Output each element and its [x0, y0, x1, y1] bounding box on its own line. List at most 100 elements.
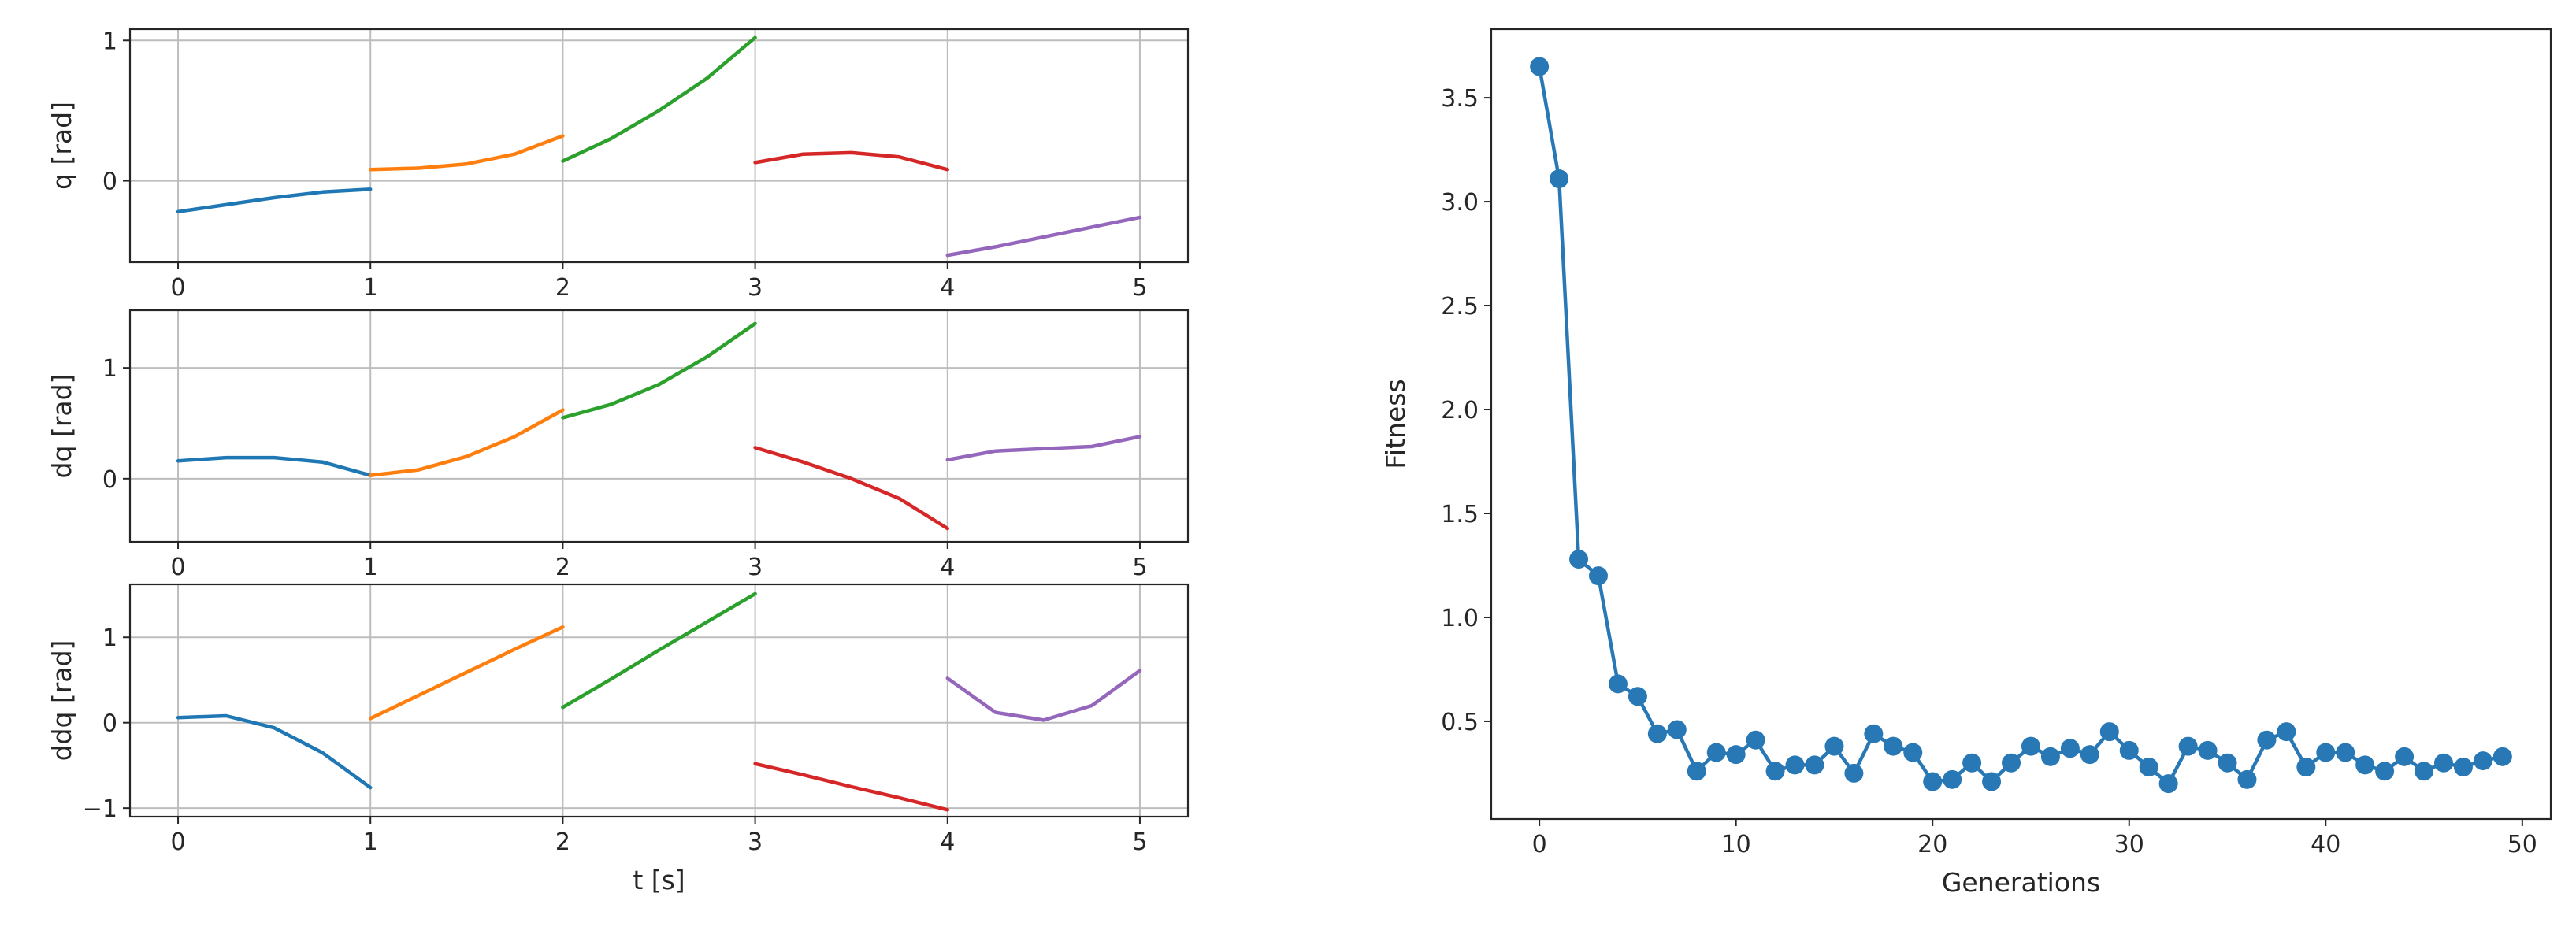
fitness-point — [2492, 747, 2512, 766]
ddq-subplot: 0 1 2 3 4 5 −1 0 1 ddq [rad] t [s] — [46, 583, 1190, 895]
fitness-point — [2060, 739, 2080, 758]
fitness-point — [2316, 743, 2336, 762]
fitness-point — [1903, 743, 1923, 762]
segment-0-line — [176, 713, 373, 790]
fitness-point — [1726, 745, 1746, 765]
fitness-point — [2198, 740, 2218, 760]
fitness-point — [1608, 674, 1628, 694]
x-tick-label: 4 — [940, 828, 955, 856]
segment-2-line — [561, 35, 757, 163]
x-tick-label: 0 — [1532, 831, 1547, 858]
x-axis-label: Generations — [1942, 867, 2100, 898]
y-axis-label: ddq [rad] — [46, 640, 77, 762]
x-tick-label: 1 — [363, 274, 378, 302]
segment-1-line — [368, 625, 565, 721]
x-tick-label: 3 — [748, 274, 763, 302]
fitness-point — [2119, 740, 2139, 760]
x-tick-label: 3 — [748, 828, 763, 856]
axes-frame — [128, 583, 1190, 818]
fitness-point — [2355, 755, 2375, 775]
fitness-point — [1706, 743, 1726, 762]
y-tick-label: 0 — [102, 169, 117, 196]
q-subplot: 0 1 2 3 4 5 0 1 q [rad] — [46, 28, 1190, 302]
y-tick-label: 0.5 — [1441, 709, 1479, 736]
x-tick-label: 10 — [1721, 831, 1751, 858]
x-tick-label: 0 — [170, 828, 185, 856]
fitness-point — [1588, 566, 1608, 586]
fitness-point — [1628, 687, 1647, 706]
fitness-point — [2395, 747, 2415, 766]
segment-3-line — [753, 446, 950, 531]
y-axis-label: dq [rad] — [46, 374, 77, 479]
segment-4-line — [945, 215, 1142, 258]
fitness-point — [1864, 724, 1884, 743]
fitness-point — [1982, 772, 2002, 791]
dq-subplot: 0 1 2 3 4 5 0 1 dq [rad] — [46, 309, 1190, 581]
y-tick-label: 1.0 — [1441, 605, 1479, 632]
fitness-subplot: 0 10 20 30 40 50 0.5 1.0 1.5 2.0 2.5 3.0 3.5 Fitness G… — [1380, 28, 2552, 898]
axes-frame — [128, 28, 1190, 264]
x-tick-label: 0 — [170, 554, 185, 581]
segment-3-line — [753, 762, 950, 812]
segment-0-line — [176, 187, 373, 214]
segment-2-line — [561, 321, 757, 420]
fitness-point — [1785, 755, 1805, 775]
fitness-point — [2002, 753, 2021, 773]
x-tick-label: 2 — [555, 274, 570, 302]
fitness-point — [1746, 730, 1765, 750]
y-tick-label: 2.5 — [1441, 293, 1479, 321]
fitness-point — [1884, 736, 1903, 756]
fitness-point — [1765, 762, 1785, 781]
fitness-point — [2434, 753, 2454, 773]
x-tick-label: 20 — [1917, 831, 1947, 858]
x-tick-label: 4 — [940, 554, 955, 581]
fitness-point — [2375, 762, 2395, 781]
x-tick-label: 0 — [170, 274, 185, 302]
fitness-point — [1824, 736, 1844, 756]
x-tick-label: 3 — [748, 554, 763, 581]
fitness-point — [2021, 736, 2040, 756]
fitness-point — [2473, 751, 2492, 771]
x-tick-label: 4 — [940, 274, 955, 302]
y-tick-label: −1 — [83, 795, 117, 823]
x-tick-label: 5 — [1132, 554, 1147, 581]
y-tick-label: 0 — [102, 466, 117, 494]
segment-0-line — [176, 455, 373, 477]
fitness-point — [2218, 753, 2237, 773]
fitness-point — [1962, 753, 1982, 773]
fitness-point — [1687, 762, 1706, 781]
fitness-point — [1530, 57, 1550, 76]
x-tick-label: 30 — [2114, 831, 2144, 858]
x-axis-label: t [s] — [633, 865, 685, 895]
fitness-point — [2139, 758, 2158, 777]
y-tick-label: 1 — [102, 355, 117, 383]
fitness-point — [2237, 769, 2257, 789]
y-tick-label: 0 — [102, 710, 117, 738]
x-tick-label: 1 — [363, 554, 378, 581]
fitness-point — [1805, 755, 1824, 775]
fitness-point — [2415, 762, 2434, 781]
y-tick-label: 1 — [102, 625, 117, 652]
fitness-point — [1667, 720, 1687, 739]
axes-frame — [1490, 28, 2552, 821]
fitness-point — [2178, 736, 2198, 756]
y-tick-label: 3.5 — [1441, 85, 1479, 113]
segment-1-line — [368, 134, 565, 172]
fitness-point — [1943, 769, 1962, 789]
fitness-point — [2158, 774, 2178, 794]
y-tick-label: 1 — [102, 28, 117, 55]
fitness-point — [2099, 722, 2119, 742]
segment-1-line — [368, 408, 565, 477]
x-tick-label: 40 — [2311, 831, 2340, 858]
x-tick-label: 5 — [1132, 828, 1147, 856]
segment-4-line — [945, 435, 1142, 462]
fitness-point — [1647, 724, 1667, 743]
y-axis-label: Fitness — [1380, 379, 1411, 469]
x-tick-label: 5 — [1132, 274, 1147, 302]
fitness-point — [2257, 730, 2277, 750]
y-tick-label: 3.0 — [1441, 189, 1479, 217]
axes-frame — [128, 309, 1190, 543]
fitness-point — [2336, 743, 2355, 762]
x-tick-label: 1 — [363, 828, 378, 856]
